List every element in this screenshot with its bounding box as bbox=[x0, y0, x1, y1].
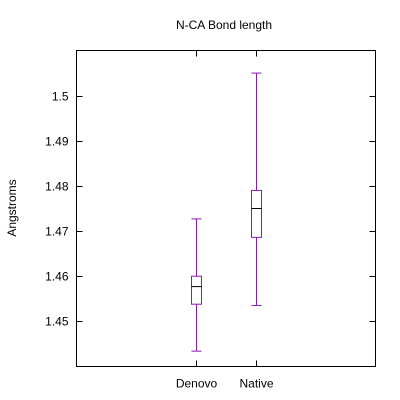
y-axis-ticks: 1.45 1.46 1.47 1.48 1.49 1.5 bbox=[45, 90, 376, 329]
box-iqr bbox=[251, 189, 262, 238]
y-tick-label: 1.5 bbox=[52, 90, 69, 104]
box-iqr bbox=[191, 275, 202, 305]
y-tick-label: 1.45 bbox=[45, 315, 69, 329]
chart-title: N-CA Bond length bbox=[176, 18, 272, 32]
x-tick-label: Native bbox=[239, 377, 273, 391]
y-tick-label: 1.48 bbox=[45, 180, 69, 194]
box-denovo bbox=[191, 218, 202, 352]
plot-frame bbox=[76, 50, 376, 367]
y-tick-label: 1.46 bbox=[45, 270, 69, 284]
y-tick-label: 1.47 bbox=[45, 225, 69, 239]
y-axis-label: Angstroms bbox=[5, 179, 19, 236]
box-native bbox=[251, 72, 262, 307]
x-axis-ticks: Denovo Native bbox=[176, 50, 274, 391]
y-tick-label: 1.49 bbox=[45, 135, 69, 149]
box-series bbox=[191, 72, 262, 352]
x-tick-label: Denovo bbox=[176, 377, 218, 391]
